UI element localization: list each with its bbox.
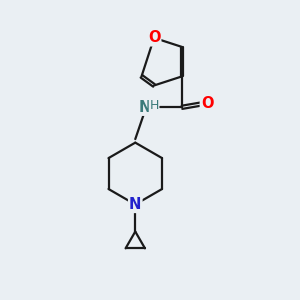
Text: N: N <box>129 197 142 212</box>
Text: H: H <box>149 99 159 112</box>
Text: N: N <box>138 100 151 115</box>
Text: O: O <box>201 96 213 111</box>
Text: O: O <box>148 30 160 45</box>
